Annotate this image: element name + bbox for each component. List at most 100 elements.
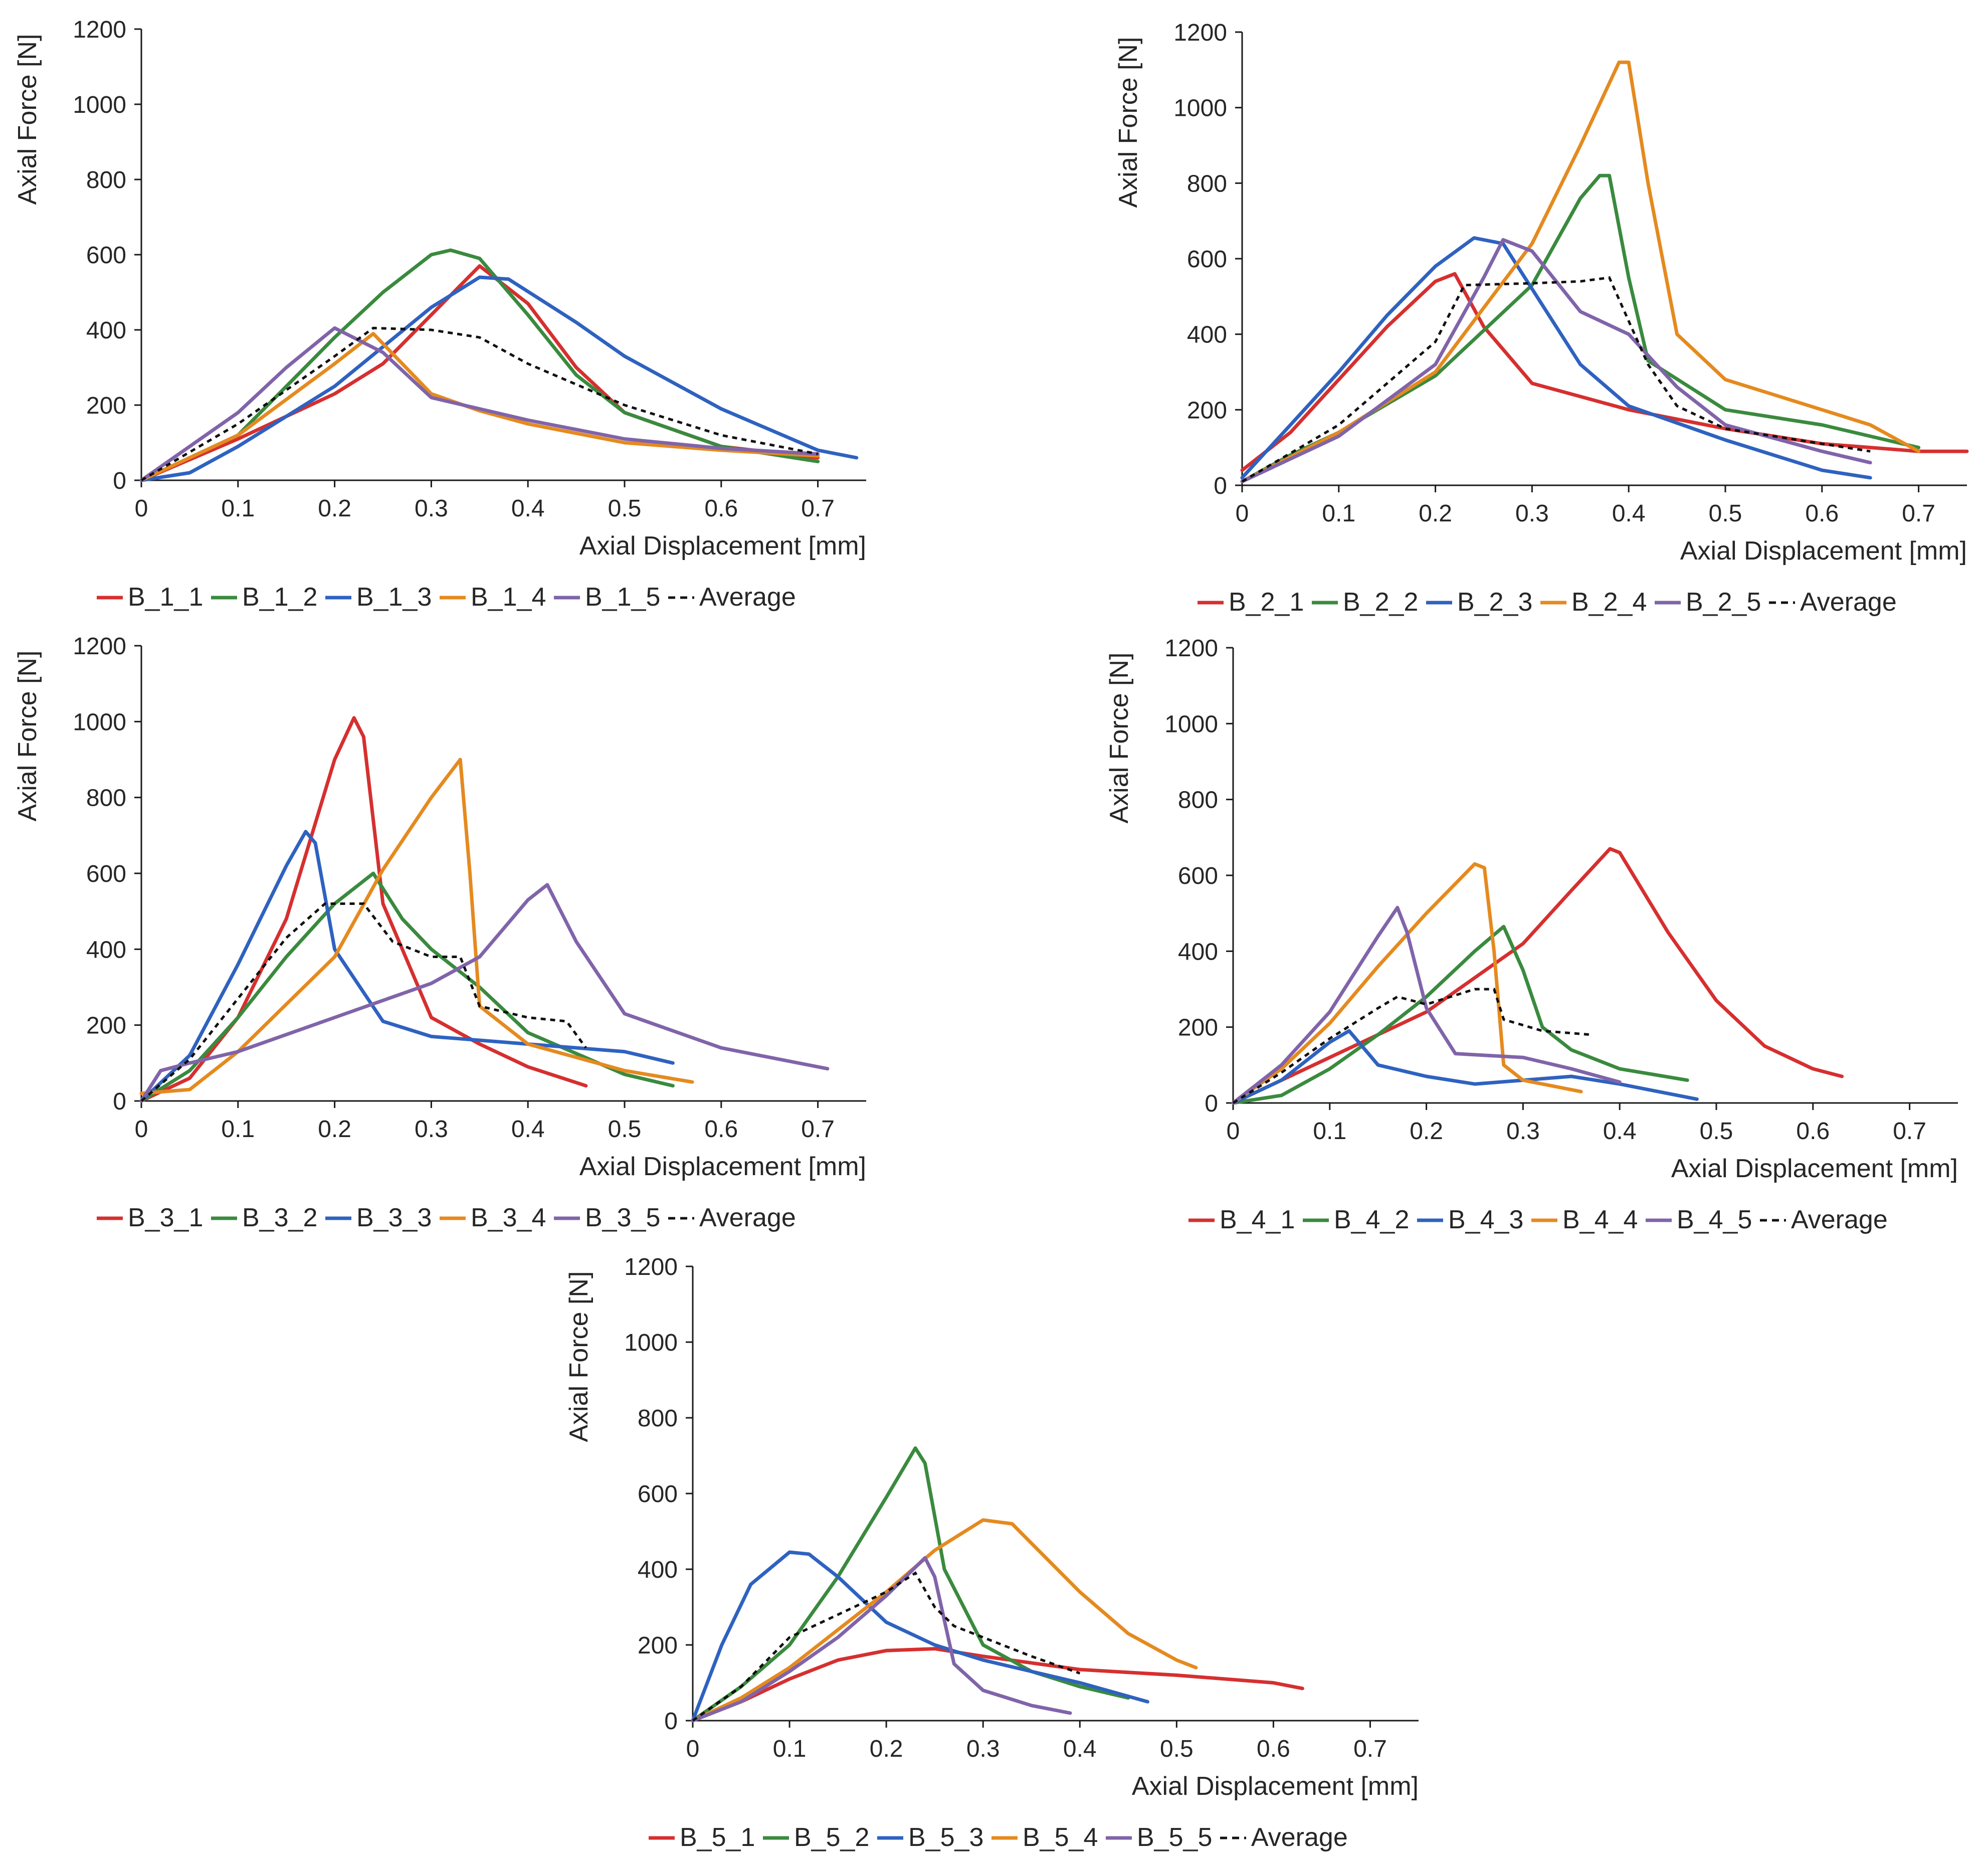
legend-label: B_5_4 bbox=[1023, 1823, 1098, 1852]
x-tick-label: 0.1 bbox=[1313, 1118, 1346, 1145]
series-line-B_4_3 bbox=[1231, 1029, 1699, 1105]
series-line-B_3_5 bbox=[139, 883, 830, 1103]
legend-label: B_4_2 bbox=[1334, 1205, 1409, 1234]
series-line-B_5_3 bbox=[691, 1550, 1149, 1723]
x-tick-label: 0.7 bbox=[801, 1116, 835, 1143]
y-axis-label: Axial Force [N] bbox=[13, 651, 42, 822]
series-line-B_2_4 bbox=[1240, 60, 1921, 483]
x-tick-label: 0.5 bbox=[1160, 1736, 1194, 1762]
x-tick-label: 0.4 bbox=[1063, 1736, 1097, 1762]
x-tick-label: 0.2 bbox=[870, 1736, 903, 1762]
x-axis-label: Axial Displacement [mm] bbox=[1132, 1772, 1419, 1801]
y-tick-label: 1000 bbox=[73, 709, 126, 735]
series-line-B_4_5 bbox=[1231, 905, 1622, 1105]
legend-item-B_1_5: B_1_5 bbox=[554, 583, 660, 612]
legend-label: B_1_5 bbox=[585, 583, 660, 612]
x-tick-label: 0.7 bbox=[801, 495, 835, 522]
x-tick-label: 0.1 bbox=[773, 1736, 807, 1762]
series-line-B_1_3 bbox=[139, 275, 859, 482]
y-tick-label: 1200 bbox=[1173, 20, 1227, 46]
x-tick-label: 0 bbox=[1227, 1118, 1240, 1145]
series-line-B_1_5 bbox=[139, 326, 820, 482]
series-line-B_5_5 bbox=[691, 1556, 1072, 1723]
x-tick-label: 0.5 bbox=[1700, 1118, 1733, 1145]
series-line-B_4_1 bbox=[1231, 847, 1844, 1105]
legend-item-B_3_1: B_3_1 bbox=[97, 1203, 203, 1232]
legend-label: B_5_3 bbox=[908, 1823, 983, 1852]
y-tick-label: 800 bbox=[1187, 170, 1227, 197]
legend-item-Average: Average bbox=[668, 583, 796, 612]
legend-label: B_2_1 bbox=[1229, 588, 1304, 617]
chart-panel-4: 0 200 400 600 800 1000 1200 0 0.1 0.2 0.3 0.4 0.5 0.6… bbox=[1105, 635, 1958, 1234]
legend-item-B_3_4: B_3_4 bbox=[440, 1203, 546, 1232]
series-line-Average bbox=[140, 326, 819, 482]
legend-item-B_1_4: B_1_4 bbox=[440, 583, 546, 612]
y-tick-label: 200 bbox=[86, 1013, 126, 1039]
legend-label: B_5_5 bbox=[1137, 1823, 1212, 1852]
legend-label: B_1_1 bbox=[128, 583, 203, 612]
x-tick-label: 0.2 bbox=[318, 1116, 351, 1143]
x-tick-label: 0.6 bbox=[704, 1116, 738, 1143]
legend-label: B_5_2 bbox=[794, 1823, 869, 1852]
x-tick-label: 0.3 bbox=[415, 495, 448, 522]
legend-item-B_4_1: B_4_1 bbox=[1188, 1205, 1295, 1234]
series-line-Average bbox=[1232, 988, 1591, 1104]
x-tick-label: 0.3 bbox=[1515, 500, 1549, 527]
x-tick-label: 0.2 bbox=[1410, 1118, 1443, 1145]
y-tick-label: 600 bbox=[1187, 246, 1227, 273]
series-line-B_4_2 bbox=[1231, 924, 1689, 1105]
y-tick-label: 1000 bbox=[1164, 711, 1218, 737]
y-tick-label: 200 bbox=[638, 1632, 678, 1659]
series-line-B_1_2 bbox=[139, 248, 820, 482]
series-line-Average bbox=[1241, 276, 1871, 483]
legend-item-B_5_1: B_5_1 bbox=[649, 1823, 755, 1852]
series-line-B_3_2 bbox=[139, 871, 675, 1103]
legend: B_5_1 B_5_2 B_5_3 B_5_4 B_5_5 Average bbox=[649, 1823, 1348, 1852]
legend-label: B_5_1 bbox=[680, 1823, 755, 1852]
legend-label: B_2_4 bbox=[1571, 588, 1647, 617]
legend-label: B_1_4 bbox=[471, 583, 546, 612]
legend-item-B_2_5: B_2_5 bbox=[1655, 588, 1761, 617]
legend-item-B_1_3: B_1_3 bbox=[325, 583, 432, 612]
legend-label: B_3_4 bbox=[471, 1203, 546, 1232]
x-tick-label: 0.1 bbox=[221, 1116, 255, 1143]
y-tick-label: 600 bbox=[86, 861, 126, 887]
series-line-B_3_3 bbox=[139, 830, 675, 1103]
legend-label: Average bbox=[699, 583, 796, 612]
y-tick-label: 400 bbox=[1187, 322, 1227, 348]
y-tick-label: 1000 bbox=[624, 1330, 678, 1356]
y-tick-label: 600 bbox=[638, 1481, 678, 1508]
x-tick-label: 0.1 bbox=[221, 495, 255, 522]
legend-item-B_4_3: B_4_3 bbox=[1417, 1205, 1523, 1234]
series-line-B_5_4 bbox=[691, 1518, 1198, 1723]
y-tick-label: 600 bbox=[86, 242, 126, 269]
y-tick-label: 1200 bbox=[624, 1254, 678, 1280]
legend: B_1_1 B_1_2 B_1_3 B_1_4 B_1_5 Average bbox=[97, 583, 796, 612]
x-tick-label: 0.3 bbox=[415, 1116, 448, 1143]
legend-label: B_4_5 bbox=[1677, 1205, 1752, 1234]
legend: B_3_1 B_3_2 B_3_3 B_3_4 B_3_5 Average bbox=[97, 1203, 796, 1232]
legend-item-Average: Average bbox=[1769, 588, 1897, 617]
chart-panel-2: 0 200 400 600 800 1000 1200 0 0.1 0.2 0.3 0.4 0.5 0.6… bbox=[1114, 20, 1969, 617]
series-line-B_2_2 bbox=[1240, 173, 1921, 483]
legend-item-B_3_2: B_3_2 bbox=[211, 1203, 317, 1232]
legend-item-Average: Average bbox=[1760, 1205, 1888, 1234]
series-line-B_4_4 bbox=[1231, 862, 1583, 1105]
y-tick-label: 1200 bbox=[1164, 635, 1218, 662]
x-tick-label: 0.4 bbox=[1603, 1118, 1637, 1145]
legend: B_4_1 B_4_2 B_4_3 B_4_4 B_4_5 Average bbox=[1188, 1205, 1888, 1234]
y-tick-label: 200 bbox=[1187, 397, 1227, 424]
y-tick-label: 0 bbox=[1214, 473, 1227, 499]
legend-item-B_1_1: B_1_1 bbox=[97, 583, 203, 612]
legend: B_2_1 B_2_2 B_2_3 B_2_4 B_2_5 Average bbox=[1198, 588, 1897, 617]
y-tick-label: 800 bbox=[1178, 787, 1218, 814]
legend-item-B_3_5: B_3_5 bbox=[554, 1203, 660, 1232]
legend-item-B_1_2: B_1_2 bbox=[211, 583, 317, 612]
x-tick-label: 0 bbox=[135, 1116, 148, 1143]
y-tick-label: 400 bbox=[86, 317, 126, 344]
legend-item-B_3_3: B_3_3 bbox=[325, 1203, 432, 1232]
x-tick-label: 0.7 bbox=[1893, 1118, 1926, 1145]
legend-item-B_5_4: B_5_4 bbox=[991, 1823, 1098, 1852]
legend-label: B_3_2 bbox=[242, 1203, 317, 1232]
